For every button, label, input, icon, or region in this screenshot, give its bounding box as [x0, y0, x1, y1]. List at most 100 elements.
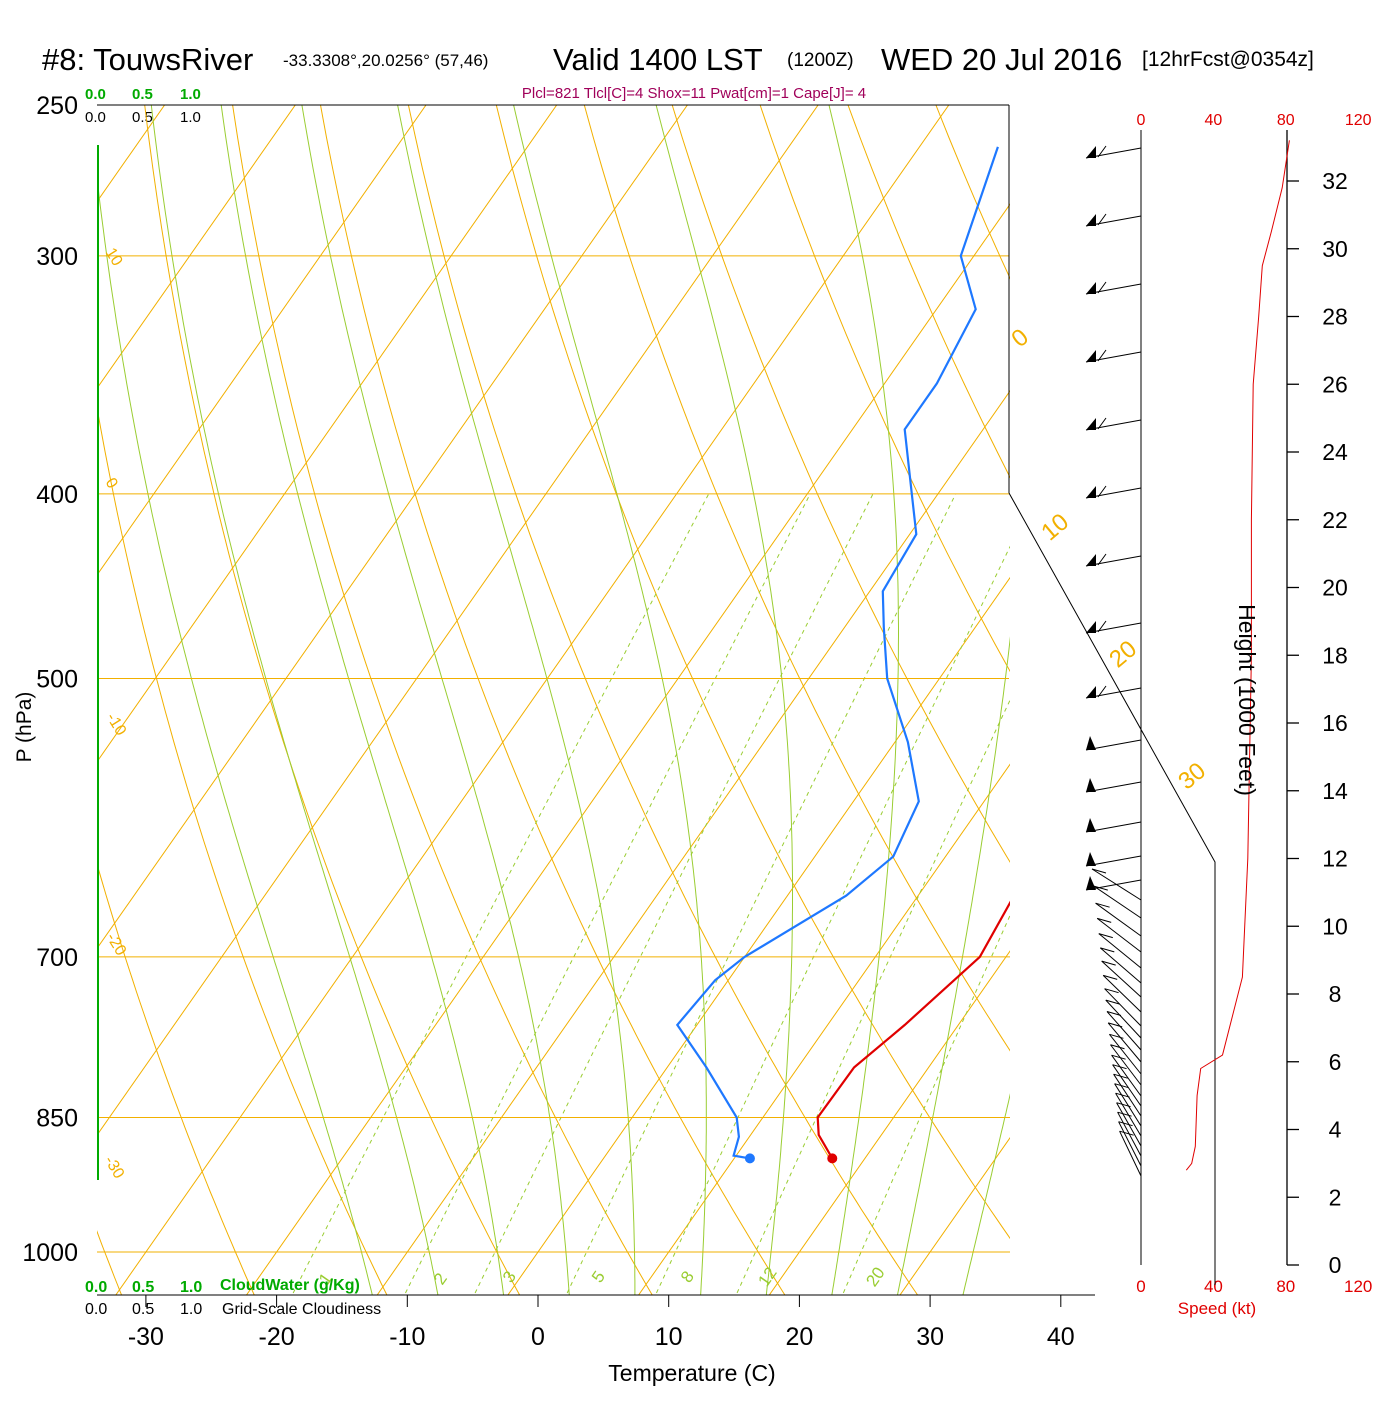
wind-barb-pennant — [1086, 350, 1096, 362]
cloudiness-scale-bottom: 0.0 0.5 1.0 Grid-Scale Cloudiness — [85, 1301, 381, 1318]
wind-barb-pennant — [1086, 146, 1096, 158]
x-tick-label: -30 — [128, 1323, 164, 1351]
wind-barb-pennant — [1086, 282, 1096, 294]
isotherm-line — [0, 36, 213, 1316]
cloudwater-tick-bottom: 0.5 — [132, 1279, 154, 1296]
cloudiness-tick-bottom: 1.0 — [180, 1301, 202, 1318]
wind-barb-staff — [1113, 1065, 1141, 1106]
height-tick-label: 8 — [1329, 981, 1342, 1007]
dry-adiabat-label: 30 — [1173, 757, 1211, 795]
speed-tick-label-bottom: 40 — [1204, 1277, 1223, 1296]
isotherm-line — [755, 36, 1400, 1316]
y-axis-title: P (hPa) — [13, 692, 36, 763]
isotherm-label: 10 — [102, 245, 126, 269]
wind-barb-pennant — [1086, 621, 1096, 633]
station-coords: -33.3308°,20.0256° (57,46) — [283, 51, 488, 70]
wind-barb-staff — [1119, 1122, 1141, 1166]
cloudiness-tick-bottom: 0.5 — [132, 1301, 154, 1318]
height-tick-label: 0 — [1329, 1252, 1342, 1278]
pressure-tick-label: 300 — [36, 243, 78, 271]
wind-barb-staff — [1099, 934, 1141, 968]
sounding-traces — [677, 147, 1085, 1163]
pressure-tick-label: 1000 — [22, 1239, 78, 1267]
wind-barb-pennant — [1086, 876, 1096, 890]
cloudwater-tick-top: 0.0 — [85, 86, 106, 103]
wind-barb-staff — [1092, 869, 1141, 900]
height-tick-label: 28 — [1322, 304, 1348, 330]
speed-tick-label-bottom: 80 — [1276, 1277, 1295, 1296]
dry-adiabat-line — [1184, 71, 1400, 1300]
temperature-trace — [818, 147, 1085, 1159]
height-tick-label: 12 — [1322, 846, 1348, 872]
mixing-ratio-line — [564, 494, 956, 1300]
height-tick-label: 6 — [1329, 1049, 1342, 1075]
wind-barb-pennant — [1086, 214, 1096, 226]
wind-barb-pennant — [1086, 736, 1096, 750]
temperature-surface-marker — [827, 1153, 837, 1163]
cloudwater-tick-bottom: 1.0 — [180, 1279, 202, 1296]
cloudiness-tick-bottom: 0.0 — [85, 1301, 107, 1318]
wind-barb-staff — [1094, 886, 1141, 918]
cloudwater-tick-bottom: 0.0 — [85, 1279, 107, 1296]
x-tick-label: -20 — [259, 1323, 295, 1351]
speed-tick-label-bottom: 120 — [1344, 1277, 1372, 1296]
valid-time: Valid 1400 LST — [553, 42, 763, 77]
isotherm-label: -30 — [101, 1153, 128, 1182]
mixing-ratio-label: 5 — [588, 1268, 609, 1287]
wind-barb-staff — [1106, 1000, 1141, 1038]
isotherm-line — [101, 36, 997, 1316]
height-tick-label: 20 — [1322, 575, 1348, 601]
x-tick-label: 30 — [916, 1323, 944, 1351]
dry-adiabat-label: 20 — [1104, 635, 1142, 673]
mixing-ratio-label: 20 — [862, 1264, 888, 1290]
valid-date: WED 20 Jul 2016 — [881, 42, 1122, 77]
pressure-tick-label: 250 — [36, 92, 78, 120]
height-tick-label: 14 — [1322, 778, 1348, 804]
height-tick-label: 10 — [1322, 913, 1348, 939]
wind-barb-staff — [1111, 1045, 1142, 1085]
cloudwater-tick-top: 1.0 — [180, 86, 201, 103]
speed-tick-label-bottom: 0 — [1136, 1277, 1145, 1296]
pressure-tick-label: 700 — [36, 944, 78, 972]
wind-barb-staff — [1114, 1074, 1141, 1116]
height-tick-label: 18 — [1322, 642, 1348, 668]
wind-barb-pennant — [1086, 418, 1096, 430]
cloudiness-scale-top: 0.0 0.5 1.0 — [85, 109, 201, 126]
moist-adiabat-line — [1027, 71, 1339, 1300]
cloudwater-tick-top: 0.5 — [132, 86, 153, 103]
wind-barb-staff — [1112, 1055, 1141, 1096]
height-axis-title: Height (1000 Feet) — [1234, 604, 1260, 796]
x-axis-title: Temperature (C) — [608, 1360, 775, 1386]
mixing-ratio-label: 12 — [754, 1264, 780, 1290]
isotherm-line — [624, 36, 1400, 1316]
speed-tick-label-top: 40 — [1205, 112, 1223, 129]
valid-zulu: (1200Z) — [787, 50, 854, 71]
thermo-grid — [0, 36, 1400, 1316]
speed-axis-title: Speed (kt) — [1178, 1299, 1256, 1318]
x-tick-label: 20 — [785, 1323, 813, 1351]
speed-tick-label-top: 120 — [1345, 112, 1372, 129]
wind-barb-pennant — [1086, 686, 1096, 698]
cloudiness-tick-top: 1.0 — [180, 109, 201, 126]
x-tick-label: -10 — [389, 1323, 425, 1351]
dry-adiabat-label: 0 — [1006, 324, 1034, 353]
isotherm-line — [0, 36, 605, 1316]
wind-barb-pennant — [1086, 818, 1096, 832]
isotherm-line — [886, 36, 1400, 1316]
height-tick-label: 30 — [1322, 236, 1348, 262]
pressure-tick-label: 400 — [36, 481, 78, 509]
speed-tick-label-top: 80 — [1277, 112, 1295, 129]
wind-barb-pennant — [1086, 778, 1096, 792]
height-tick-label: 4 — [1329, 1117, 1342, 1143]
height-tick-label: 22 — [1322, 507, 1348, 533]
pressure-tick-label: 500 — [36, 666, 78, 694]
mixing-ratio-label: 8 — [677, 1268, 698, 1287]
isotherm-line — [0, 36, 736, 1316]
isotherm-label: 0 — [102, 475, 121, 492]
wind-barb-pennant — [1086, 554, 1096, 566]
mixing-ratio-line — [402, 494, 810, 1300]
x-tick-label: 0 — [531, 1323, 545, 1351]
cloudwater-scale-top: 0.0 0.5 1.0 — [85, 86, 201, 103]
height-tick-label: 16 — [1322, 710, 1348, 736]
